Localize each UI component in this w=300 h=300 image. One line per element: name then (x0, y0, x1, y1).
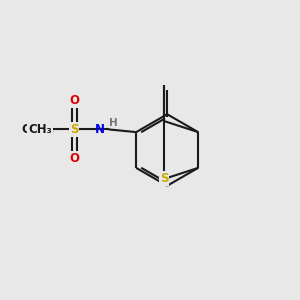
Text: CH₃: CH₃ (28, 123, 52, 136)
Text: H: H (109, 118, 118, 128)
Text: O: O (69, 94, 79, 107)
Text: S: S (160, 172, 168, 185)
Text: CH: CH (21, 123, 40, 136)
Text: H₃: H₃ (40, 123, 55, 136)
Text: N: N (95, 123, 105, 136)
Text: O: O (69, 152, 79, 164)
Text: S: S (70, 123, 78, 136)
